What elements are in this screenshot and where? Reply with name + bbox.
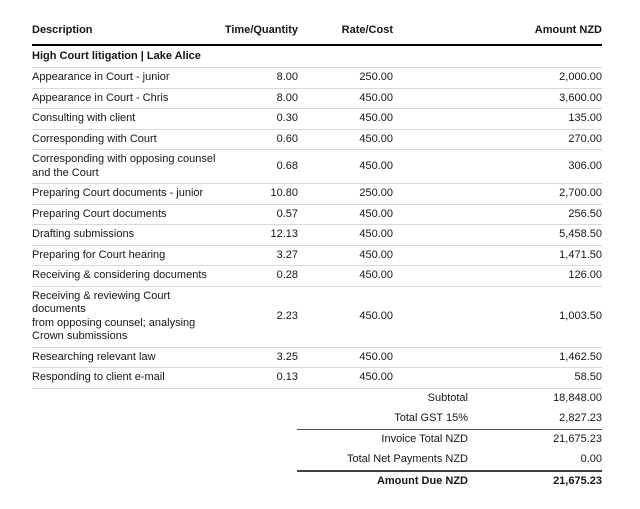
line-item-rate: 450.00 bbox=[298, 286, 393, 348]
line-item-amount: 126.00 bbox=[393, 265, 602, 287]
line-item-rate: 450.00 bbox=[298, 149, 393, 184]
table-row: Consulting with client 0.30 450.00 135.0… bbox=[32, 108, 602, 130]
summary-row-gst: Total GST 15% 2,827.23 bbox=[297, 409, 602, 429]
column-header-amount-nzd: Amount NZD bbox=[393, 22, 602, 46]
line-item-quantity: 8.00 bbox=[217, 88, 298, 109]
line-item-quantity: 0.68 bbox=[217, 149, 298, 184]
line-item-description: Corresponding with Court bbox=[32, 129, 217, 150]
line-item-description: Drafting submissions bbox=[32, 224, 217, 246]
line-item-description: Appearance in Court - junior bbox=[32, 67, 217, 89]
column-header-description: Description bbox=[32, 22, 217, 46]
line-item-quantity: 0.30 bbox=[217, 108, 298, 130]
table-row: Corresponding with Court 0.60 450.00 270… bbox=[32, 129, 602, 150]
table-row: Researching relevant law 3.25 450.00 1,4… bbox=[32, 347, 602, 368]
net-payments-label: Total Net Payments NZD bbox=[346, 453, 468, 465]
net-payments-value: 0.00 bbox=[580, 453, 602, 465]
subtotal-label: Subtotal bbox=[427, 392, 468, 404]
line-item-quantity: 0.60 bbox=[217, 129, 298, 150]
line-item-description: Consulting with client bbox=[32, 108, 217, 130]
line-item-rate: 450.00 bbox=[298, 347, 393, 368]
line-item-amount: 58.50 bbox=[393, 367, 602, 389]
summary-row-invoice-total: Invoice Total NZD 21,675.23 bbox=[297, 428, 602, 450]
line-item-description: Preparing Court documents - junior bbox=[32, 183, 217, 205]
line-item-description: Receiving & reviewing Court documents fr… bbox=[32, 286, 217, 348]
section-header-label: High Court litigation | Lake Alice bbox=[32, 45, 602, 68]
line-item-amount: 1,471.50 bbox=[393, 245, 602, 266]
line-item-description: Receiving & considering documents bbox=[32, 265, 217, 287]
line-item-quantity: 10.80 bbox=[217, 183, 298, 205]
line-item-quantity: 0.13 bbox=[217, 367, 298, 389]
table-row: Preparing Court documents - junior 10.80… bbox=[32, 183, 602, 205]
line-item-description: Preparing Court documents bbox=[32, 204, 217, 225]
table-row: Receiving & considering documents 0.28 4… bbox=[32, 265, 602, 287]
summary-row-amount-due: Amount Due NZD 21,675.23 bbox=[297, 469, 602, 492]
summary-row-net-payments: Total Net Payments NZD 0.00 bbox=[297, 450, 602, 470]
table-row: Drafting submissions 12.13 450.00 5,458.… bbox=[32, 224, 602, 246]
column-header-time-quantity: Time/Quantity bbox=[217, 22, 298, 46]
line-item-rate: 450.00 bbox=[298, 88, 393, 109]
line-item-quantity: 8.00 bbox=[217, 67, 298, 89]
line-item-amount: 2,700.00 bbox=[393, 183, 602, 205]
invoice-total-label: Invoice Total NZD bbox=[381, 433, 468, 445]
line-item-amount: 1,003.50 bbox=[393, 286, 602, 348]
table-row: Preparing Court documents 0.57 450.00 25… bbox=[32, 204, 602, 225]
line-item-rate: 450.00 bbox=[298, 367, 393, 389]
summary-section: Subtotal 18,848.00 Total GST 15% 2,827.2… bbox=[297, 389, 602, 492]
line-item-amount: 1,462.50 bbox=[393, 347, 602, 368]
line-item-rate: 450.00 bbox=[298, 265, 393, 287]
table-row: Preparing for Court hearing 3.27 450.00 … bbox=[32, 245, 602, 266]
line-item-rate: 250.00 bbox=[298, 183, 393, 205]
amount-due-label: Amount Due NZD bbox=[376, 475, 468, 487]
line-item-rate: 450.00 bbox=[298, 108, 393, 130]
gst-value: 2,827.23 bbox=[559, 412, 602, 424]
line-item-rate: 450.00 bbox=[298, 129, 393, 150]
line-item-quantity: 0.57 bbox=[217, 204, 298, 225]
line-item-rate: 250.00 bbox=[298, 67, 393, 89]
line-item-quantity: 12.13 bbox=[217, 224, 298, 246]
line-item-rate: 450.00 bbox=[298, 245, 393, 266]
line-item-quantity: 3.27 bbox=[217, 245, 298, 266]
table-header-row: Description Time/Quantity Rate/Cost Amou… bbox=[32, 22, 602, 46]
line-item-quantity: 0.28 bbox=[217, 265, 298, 287]
line-item-description: Appearance in Court - Chris bbox=[32, 88, 217, 109]
line-item-rate: 450.00 bbox=[298, 204, 393, 225]
summary-row-subtotal: Subtotal 18,848.00 bbox=[297, 389, 602, 409]
table-row: Appearance in Court - Chris 8.00 450.00 … bbox=[32, 88, 602, 109]
line-item-rate: 450.00 bbox=[298, 224, 393, 246]
invoice-total-value: 21,675.23 bbox=[553, 433, 602, 445]
column-header-rate-cost: Rate/Cost bbox=[298, 22, 393, 46]
line-item-amount: 256.50 bbox=[393, 204, 602, 225]
line-item-description: Researching relevant law bbox=[32, 347, 217, 368]
table-row: Appearance in Court - junior 8.00 250.00… bbox=[32, 67, 602, 89]
line-item-amount: 3,600.00 bbox=[393, 88, 602, 109]
line-item-quantity: 3.25 bbox=[217, 347, 298, 368]
line-item-amount: 5,458.50 bbox=[393, 224, 602, 246]
line-item-description: Responding to client e-mail bbox=[32, 367, 217, 389]
line-item-quantity: 2.23 bbox=[217, 286, 298, 348]
line-item-amount: 270.00 bbox=[393, 129, 602, 150]
line-item-amount: 2,000.00 bbox=[393, 67, 602, 89]
section-header-row: High Court litigation | Lake Alice bbox=[32, 45, 602, 68]
gst-label: Total GST 15% bbox=[394, 412, 468, 424]
line-item-description: Preparing for Court hearing bbox=[32, 245, 217, 266]
line-item-description: Corresponding with opposing counsel and … bbox=[32, 149, 217, 184]
line-item-amount: 306.00 bbox=[393, 149, 602, 184]
subtotal-value: 18,848.00 bbox=[553, 392, 602, 404]
table-row: Responding to client e-mail 0.13 450.00 … bbox=[32, 367, 602, 389]
amount-due-value: 21,675.23 bbox=[553, 475, 602, 487]
invoice-line-items-table: Description Time/Quantity Rate/Cost Amou… bbox=[32, 22, 602, 389]
line-item-amount: 135.00 bbox=[393, 108, 602, 130]
table-row: Receiving & reviewing Court documents fr… bbox=[32, 286, 602, 348]
table-row: Corresponding with opposing counsel and … bbox=[32, 149, 602, 184]
